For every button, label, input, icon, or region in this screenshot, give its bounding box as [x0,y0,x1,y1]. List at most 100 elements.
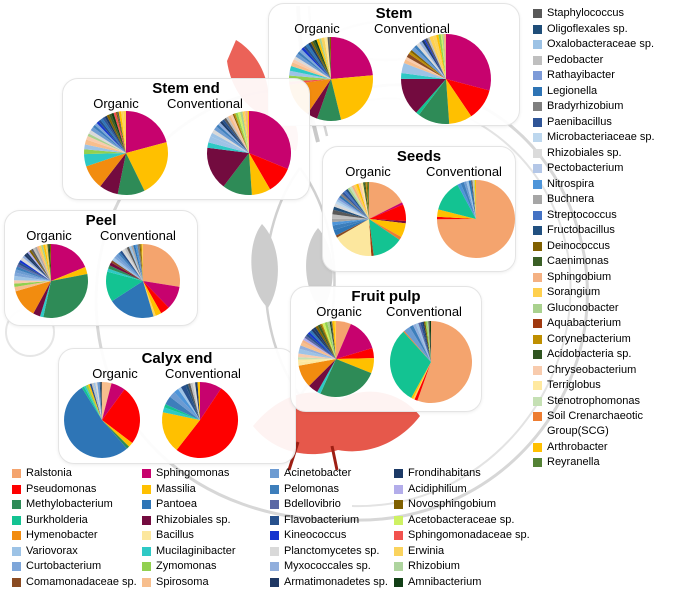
pie-slice-organic [14,275,51,281]
pie-slice-conventional [218,122,249,153]
legend-item: Caenimonas [533,254,679,269]
legend-item: Nitrospira [533,177,679,192]
pie-slice-conventional [174,389,200,420]
legend-item-label: Pantoea [156,498,197,510]
pie-slice-organic [332,209,369,219]
pie-slice-conventional [409,325,431,362]
pie-slice-conventional [460,181,476,219]
legend-bottom-col-2: Sphingomonas Massilia Pantoea Rhizobiales s… [142,466,270,590]
pie-slice-organic [15,281,51,314]
panel-peel: Peel Organic Conventional [4,210,198,326]
pie-slice-organic [333,206,369,219]
pie-slice-organic [311,328,336,359]
legend-item-label: Oxalobacteraceae sp. [547,38,655,50]
pie-slice-organic [321,323,336,359]
legend-item: Sphingomonas [142,466,270,481]
legend-item-label: Methylobacterium [26,498,113,510]
pie-slice-conventional [243,111,249,153]
legend-bottom-col-3: Acinetobacter Pelomonas Bdellovibrio Flavob… [270,466,394,590]
legend-color-chip [142,562,151,571]
legend-item: Rhizobiales sp. [533,146,679,161]
pie-slice-organic [314,39,331,79]
legend-item: Oxalobacteraceae sp. [533,37,679,52]
pie-slice-conventional [425,38,446,79]
legend-color-chip [394,577,403,587]
pie-slice-conventional [446,79,472,124]
pie-slice-organic [289,66,331,79]
pie-slice-organic [118,111,126,153]
pie-slice-organic [30,248,51,281]
legend-item: Legionella [533,84,679,99]
pie-slice-conventional [411,362,431,399]
pie-slice-conventional [466,180,476,219]
legend-item-label: Rhizobium [408,560,460,572]
panel-seeds: Seeds Organic Conventional [322,146,516,272]
pie-slice-conventional [187,383,200,420]
pie-slice-organic [91,382,102,420]
pie-slice-organic [337,219,372,257]
pie-slice-organic [87,133,126,153]
panel-stem-end: Stem end Organic Conventional [62,78,310,200]
panel-calyx-end: Calyx end Organic Conventional [58,348,296,464]
pie-slice-conventional [114,255,143,281]
pie-slice-organic [303,45,331,79]
legend-color-chip [533,24,542,34]
pie-slice-organic [43,273,88,318]
pie-slice-conventional [425,321,431,362]
pie-slice-organic [334,203,369,219]
legend-item: Acidobacteria sp. [533,347,679,362]
pie-slice-conventional [143,281,162,316]
pie-slice-organic [117,153,145,195]
legend-item: Zymomonas [142,559,270,574]
pie-pair-seeds [331,180,515,258]
pie-slice-organic [108,113,126,153]
organic-label: Organic [93,96,139,111]
legend-item-label: Bdellovibrio [284,498,341,510]
panel-title-stem: Stem [375,5,413,22]
legend-item-label: Flavobacterium [284,513,360,526]
pie-pair-calyx-end [64,382,239,459]
pie-slice-conventional [413,362,431,400]
legend-item-label: Nitrospira [547,177,595,190]
pie-slice-conventional [228,115,249,153]
pie-slice-organic [293,56,331,79]
pie-slice-organic [90,127,126,153]
legend-color-chip [533,412,542,421]
pie-slice-conventional [240,111,249,153]
pie-slice-conventional [220,120,249,153]
pie-slice-organic [24,253,51,281]
pie-slice-organic [43,244,51,281]
pie-slice-conventional [438,184,476,219]
pie-slice-organic [331,37,373,79]
pie-slice-conventional [421,39,446,79]
pie-pair-stem-end [84,110,292,195]
legend-item-label: Zymomonas [156,560,217,572]
legend-item: Pectobacterium [533,161,679,176]
legend-color-chip [142,469,151,478]
legend-item: Arthrobacter [533,440,679,455]
pie-slice-conventional [164,404,200,420]
legend-item-label: Mucilaginibacter [156,544,236,557]
legend-item: Microbacteriaceae sp. [533,130,679,145]
legend-color-chip [142,531,151,540]
pie-slice-conventional [423,39,446,79]
pie-slice-conventional [190,382,200,420]
pie-slice-conventional [111,260,143,281]
pie-slice-conventional [180,384,200,420]
legend-item-label: Sphingomonadaceae sp. [408,529,530,541]
panel-fruit-pulp: Fruit pulp Organic Conventional [290,286,482,412]
panel-title-seeds: Seeds [396,148,442,165]
legend-color-chip [12,469,21,478]
legend-item: Armatimonadetes sp. [270,575,394,590]
legend-color-chip [12,546,21,556]
pie-slice-conventional [143,281,180,308]
legend-item-label: Arthrobacter [547,440,608,453]
legend-color-chip [394,546,403,556]
pie-slice-conventional [216,124,249,153]
pie-slice-organic [86,135,126,153]
pie-slice-organic [317,79,342,122]
pie-slice-organic [331,218,369,223]
legend-color-chip [12,484,21,494]
pie-slice-organic [298,357,336,360]
pie-slice-conventional [210,132,249,153]
